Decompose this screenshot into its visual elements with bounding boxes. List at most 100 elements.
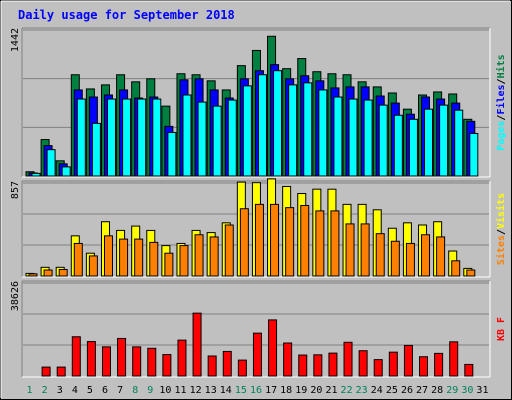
day-label: 2 [42,385,48,396]
bar-pages [454,109,464,177]
bar-kb-f [268,319,278,377]
bar-pages [363,99,373,177]
bar-kb-f [252,332,262,377]
bar-pages [137,98,147,177]
bar-pages [333,96,343,177]
bar-kb-f [71,336,81,377]
bar-pages [106,98,116,177]
bar-pages [61,166,71,177]
bar-kb-f [313,354,323,377]
bar-sites [390,240,400,277]
day-label: 26 [401,385,413,396]
bar-kb-f [298,354,308,377]
panel-visits_sites: 857 Sites/Visits [10,178,507,278]
legend-entry: KB [496,329,507,341]
day-label: 1 [27,385,33,396]
bar-kb-f [222,350,232,377]
legend-visits_sites: Sites/Visits [495,193,507,265]
day-label: 24 [371,385,383,396]
day-label: 12 [190,385,202,396]
day-label: 25 [386,385,398,396]
day-label: 18 [280,385,292,396]
bar-pages [227,99,237,177]
day-label: 19 [295,385,307,396]
bar-pages [167,131,177,177]
bar-pages [378,104,388,177]
legend-kbytes: KB F [496,317,507,341]
bar-sites [209,236,219,277]
bar-kb-f [388,351,398,377]
bar-sites [466,269,476,277]
day-label: 5 [87,385,93,396]
bar-sites [375,233,385,277]
bar-kb-f [147,347,157,377]
bar-pages [152,98,162,177]
legend-entry: Sites [495,235,507,265]
bar-pages [469,132,479,177]
bar-sites [28,273,38,277]
bar-sites [194,234,204,277]
bar-sites [88,255,98,277]
bar-sites [43,269,53,277]
bar-sites [421,234,431,277]
bar-kb-f [419,356,429,377]
bar-sites [119,238,129,277]
day-label: 10 [159,385,171,396]
x-axis-day-labels: 1 2 3 4 5 6 7 8 9 10 11 12 13 14 15 16 17 18 19 20 21 22 23 24 2… [27,385,489,396]
bar-sites [224,224,234,277]
bar-sites [103,235,113,277]
bar-pages [122,98,132,177]
day-label: 20 [310,385,322,396]
bar-kb-f [358,350,368,377]
legend-entry: Files [495,84,507,114]
bar-kb-f [117,337,127,377]
bar-sites [73,242,83,277]
bar-pages [31,172,41,177]
bar-pages [212,105,222,177]
bar-sites [330,210,340,277]
bar-pages [257,74,267,177]
bar-pages [303,82,313,177]
bar-kb-f [41,366,51,377]
bar-pages [197,101,207,177]
bar-sites [149,241,159,277]
chart-title: Daily usage for September 2018 [18,8,235,22]
bar-kb-f [237,359,247,377]
bar-sites [270,203,280,277]
bar-pages [439,104,449,177]
bar-kb-f [207,355,217,377]
bar-pages [408,118,418,177]
bars-hits_files_pages [25,35,479,177]
day-label: 14 [220,385,232,396]
legend-entry: / [496,229,507,235]
day-label: 4 [72,385,78,396]
legend-hits_files_pages: Pages/Files/Hits [495,54,507,150]
legend-entry: F [496,317,507,329]
bar-sites [164,252,174,277]
bar-kb-f [403,344,413,377]
bar-kb-f [434,352,444,377]
bar-sites [451,260,461,277]
day-label: 28 [431,385,443,396]
bar-kb-f [328,352,338,377]
bars-visits_sites [25,178,476,277]
day-label: 16 [250,385,262,396]
legend-entry: Pages [496,121,507,151]
bar-kb-f [162,354,172,377]
day-label: 7 [117,385,123,396]
legend-entry: Hits [495,54,507,78]
bar-kb-f [283,342,293,377]
bar-sites [179,245,189,277]
bar-kb-f [464,363,474,377]
bar-pages [424,108,434,177]
bar-sites [300,204,310,277]
bar-pages [76,98,86,177]
bar-pages [46,149,56,177]
plot-panels: 1442Pages/Files/Hits857Sites/Visits38626… [10,27,507,378]
bars-kbytes [41,312,474,377]
day-label: 9 [147,385,153,396]
bar-kb-f [343,341,353,377]
bar-sites [239,208,249,277]
